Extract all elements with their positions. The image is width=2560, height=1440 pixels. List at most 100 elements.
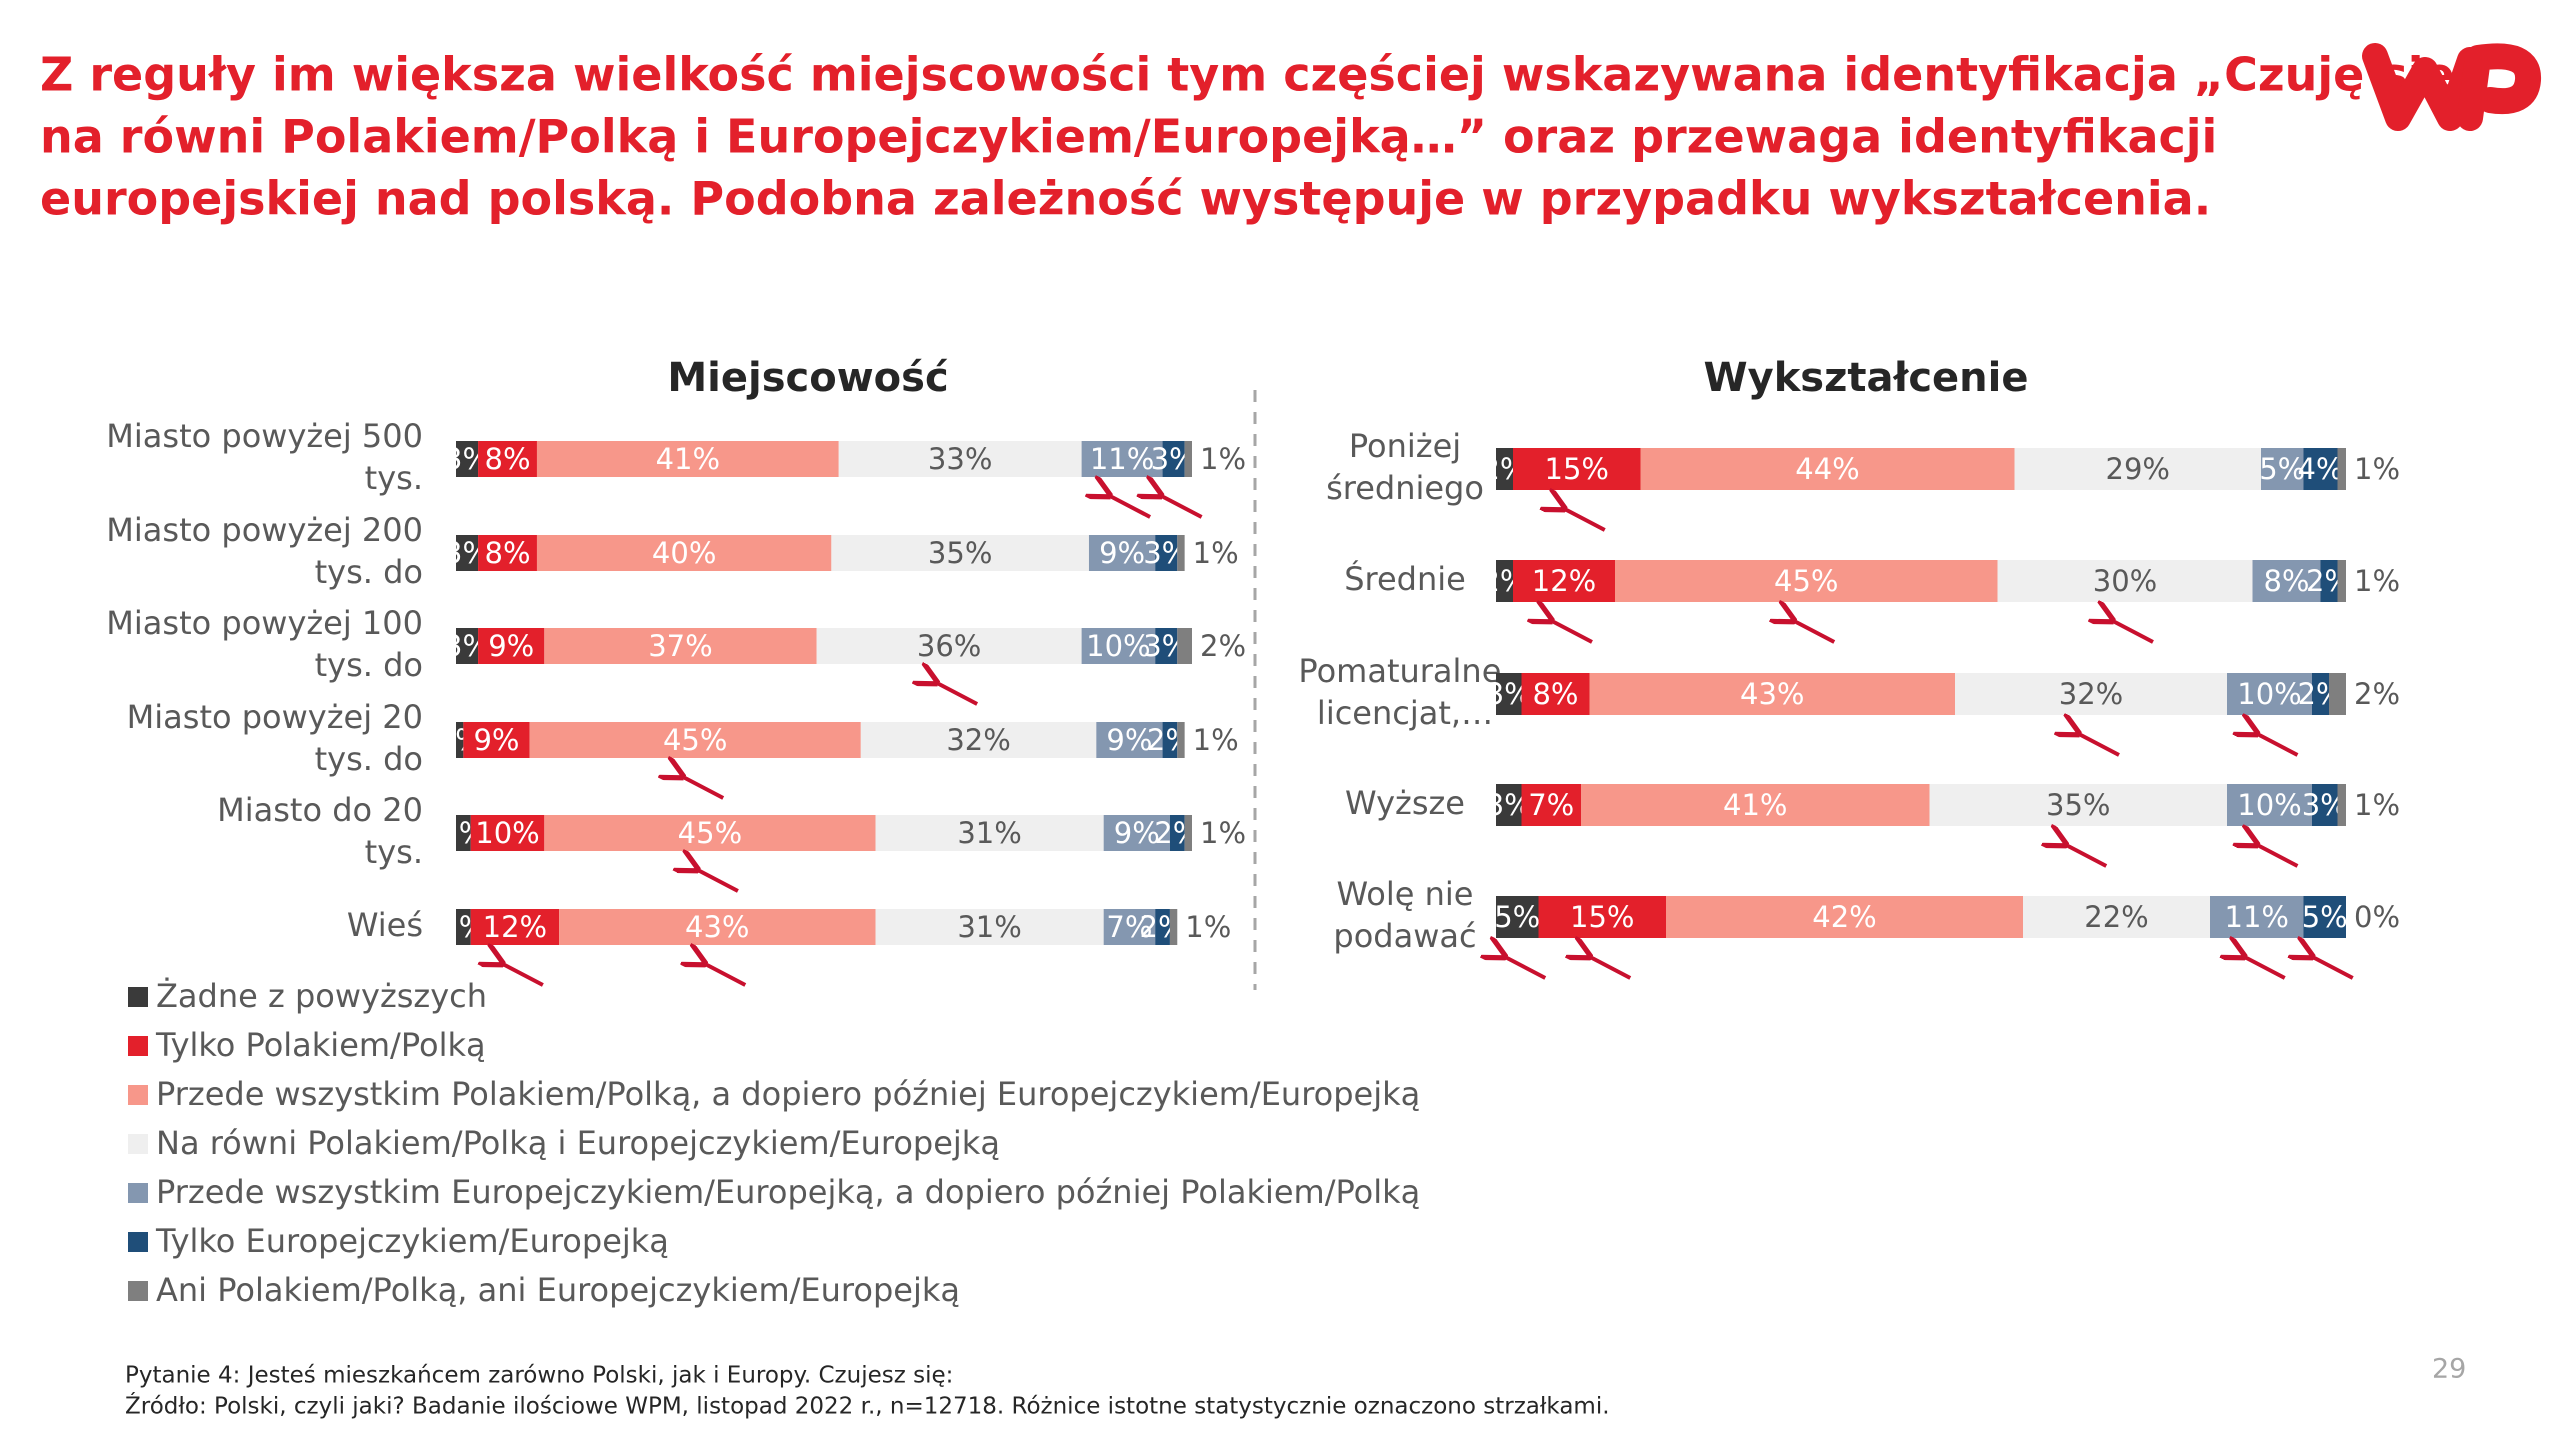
bar-segment: [1521, 673, 1590, 715]
bar-segment: [1162, 722, 1178, 758]
category-label-line: Miasto do 20: [217, 791, 423, 829]
bar-segment: [456, 815, 471, 851]
bar-segment: [2261, 448, 2304, 490]
value-label: 1%: [1193, 536, 1239, 570]
significance-arrow: [2077, 733, 2120, 757]
value-label: 5%: [1494, 900, 1540, 934]
page-number: 29: [2432, 1354, 2466, 1385]
significance-arrow: [1108, 495, 1152, 519]
source-note: Źródło: Polski, czyli jaki? Badanie iloś…: [125, 1392, 1610, 1420]
bar-segment: [1155, 909, 1170, 945]
value-label: 44%: [1795, 452, 1859, 486]
significance-arrow: [501, 963, 544, 987]
significance-arrow: [1792, 620, 1836, 644]
bar-segment: [2014, 448, 2261, 490]
legend-swatch: [128, 1183, 148, 1203]
bar-segment: [2320, 560, 2338, 602]
bar-segment: [2303, 448, 2338, 490]
category-label: Poniżej średniego: [1326, 427, 1484, 507]
value-label: 2%: [1140, 910, 1186, 944]
value-label: 1%: [1200, 442, 1246, 476]
bar-segment: [1513, 560, 1615, 602]
category-label: Miasto powyżej 100 tys. do: [106, 604, 423, 684]
category-label-line: tys.: [365, 833, 423, 871]
legend-label: Żadne z powyższych: [156, 977, 487, 1015]
bar-segment: [860, 722, 1097, 758]
bar-segment: [478, 441, 537, 477]
bar-segment: [875, 909, 1104, 945]
value-label: 11%: [1090, 442, 1154, 476]
legend-label: Przede wszystkim Polakiem/Polką, a dopie…: [156, 1075, 1420, 1113]
category-label-line: Miasto powyżej 500: [106, 417, 423, 455]
value-label: 10%: [2237, 677, 2301, 711]
value-label: 2%: [2354, 677, 2400, 711]
legend-swatch: [128, 1281, 148, 1301]
category-label: Wyższe: [1345, 784, 1465, 822]
bar-segment: [1184, 441, 1192, 477]
value-label: 10%: [475, 816, 539, 850]
legend: Żadne z powyższych Tylko Polakiem/Polką Pr…: [128, 977, 1420, 1309]
value-label: 43%: [1740, 677, 1804, 711]
bar-segment: [1155, 535, 1178, 571]
bar-segment: [2252, 560, 2321, 602]
bar-segment: [2303, 896, 2346, 938]
category-label-line: tys. do: [315, 740, 423, 778]
bar-segment: [1177, 628, 1192, 664]
value-label: 31%: [957, 910, 1021, 944]
bar-segment: [1640, 448, 2015, 490]
bar-segment: [875, 815, 1104, 851]
significance-arrow: [2111, 620, 2154, 644]
bar-segment: [1081, 441, 1163, 477]
value-label: 37%: [648, 629, 712, 663]
value-label: 1%: [1185, 910, 1231, 944]
legend-label: Tylko Polakiem/Polką: [155, 1026, 486, 1064]
category-label-line: Pomaturalne,: [1298, 652, 1511, 690]
legend-label: Przede wszystkim Europejczykiem/Europejk…: [156, 1173, 1420, 1211]
significance-arrow: [935, 682, 979, 706]
value-label: 1%: [2354, 564, 2400, 598]
bar-segment: [1496, 784, 1522, 826]
bar-segment: [470, 909, 560, 945]
bar-segment: [478, 628, 545, 664]
legend-label: Ani Polakiem/Polką, ani Europejczykiem/E…: [156, 1271, 960, 1309]
category-label-line: tys. do: [315, 553, 423, 591]
category-label: Miasto powyżej 200 tys. do: [106, 511, 423, 591]
value-label: 9%: [488, 629, 534, 663]
chart-title: Wykształcenie: [1704, 355, 2029, 401]
bar-segment: [2337, 560, 2346, 602]
category-label: Średnie: [1344, 559, 1466, 598]
category-label-line: Miasto powyżej 20: [127, 698, 423, 736]
bar-segment: [2210, 896, 2304, 938]
significance-arrow: [1160, 495, 1203, 519]
value-label: 9%: [1114, 816, 1160, 850]
bar-segment: [1666, 896, 2023, 938]
category-label-line: licencjat,…: [1317, 694, 1493, 732]
bar-segment: [1081, 628, 1156, 664]
bar-segment: [544, 628, 817, 664]
footnote: Pytanie 4: Jesteś mieszkańcem zarówno Po…: [125, 1363, 1610, 1420]
category-label: Pomaturalne, licencjat,…: [1298, 652, 1511, 732]
bar-segment: [1184, 815, 1192, 851]
value-label: 1%: [2354, 452, 2400, 486]
value-label: 41%: [656, 442, 720, 476]
value-label: 9%: [473, 723, 519, 757]
value-label: 1%: [1200, 816, 1246, 850]
bar-segment: [1103, 815, 1170, 851]
value-label: 2%: [1154, 816, 1200, 850]
chart-title: Miejscowość: [667, 355, 948, 401]
value-label: 8%: [2263, 564, 2309, 598]
value-label: 5%: [2259, 452, 2305, 486]
bar-segment: [1177, 535, 1185, 571]
bar-segment: [529, 722, 861, 758]
title-line: europejskiej nad polską. Podobna zależno…: [40, 172, 2211, 226]
bar-segment: [1538, 896, 1666, 938]
value-label: 8%: [485, 442, 531, 476]
category-label: Miasto powyżej 20 tys. do: [127, 698, 423, 778]
value-label: 2%: [1200, 629, 1246, 663]
bar-segment: [2023, 896, 2210, 938]
bar-segment: [2227, 673, 2312, 715]
value-label: 35%: [928, 536, 992, 570]
value-label: 7%: [1106, 910, 1152, 944]
value-label: 8%: [1532, 677, 1578, 711]
